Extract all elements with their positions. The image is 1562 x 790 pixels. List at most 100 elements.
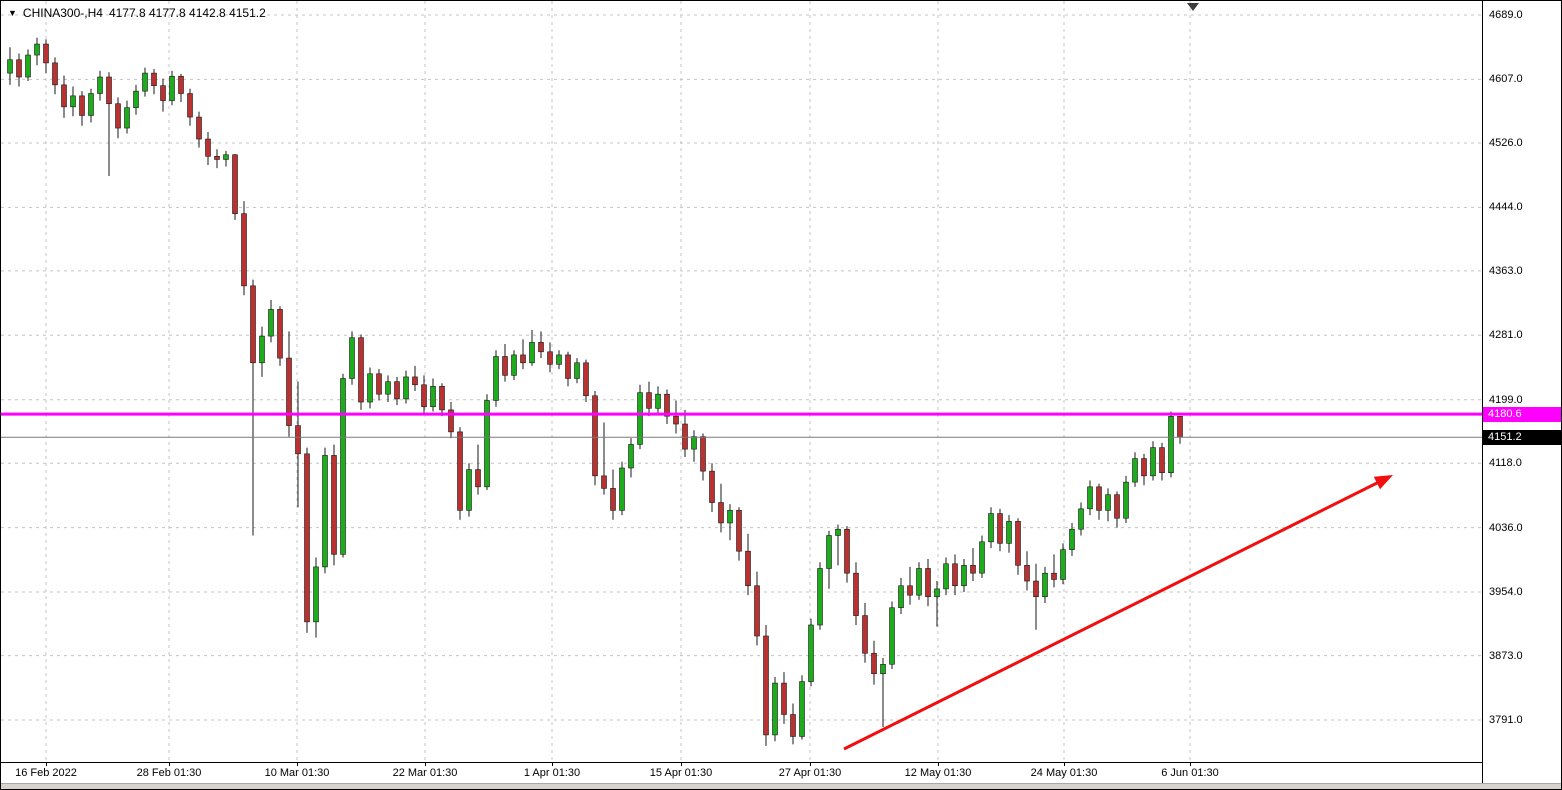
candle-body [331,455,337,555]
symbol-dropdown-icon[interactable]: ▼ [8,7,17,18]
price-tick-label: 3873.0 [1489,649,1523,662]
candle-body [313,566,319,623]
candle-body [178,75,184,94]
time-tick-label: 10 Mar 01:30 [264,767,330,779]
candle-body [7,59,13,74]
candle-body [322,455,328,568]
candle-body [862,615,868,654]
candle-body [637,392,643,445]
candle-body [664,393,670,417]
candle-body [619,467,625,511]
candle-body [1006,521,1012,544]
candle-body [52,62,58,86]
ohlc-values-label: 4177.8 4177.8 4142.8 4151.2 [108,6,266,20]
time-axis-tick [46,763,47,766]
price-tick-label: 4281.0 [1489,329,1523,342]
candle-body [799,681,805,737]
candle-body [565,354,571,379]
candle-body [718,502,724,524]
candle-body [691,436,697,450]
window-bottom-strip [1,783,1561,789]
candle-body [358,337,364,403]
time-axis-tick [552,763,553,766]
candle-body [601,475,607,489]
candle-body [16,59,22,78]
price-tick-label: 4036.0 [1489,521,1523,534]
price-tick-label: 4526.0 [1489,136,1523,149]
candle-body [997,513,1003,544]
chart-shift-marker-icon[interactable] [1187,3,1199,11]
trend-arrow-head[interactable] [1373,475,1393,490]
candle-body [592,395,598,477]
price-tick-label: 3791.0 [1489,714,1523,726]
price-tick-label: 4199.0 [1489,393,1523,406]
candle-body [412,376,418,386]
candle-body [205,138,211,157]
candle-body [952,563,958,587]
trend-arrow-shaft[interactable] [843,479,1382,751]
time-axis-tick [810,763,811,766]
candle-body [421,384,427,408]
candle-body [520,354,526,364]
candle-body [340,378,346,555]
candle-body [349,337,355,379]
current-price-badge: 4151.2 [1483,430,1561,446]
candle-body [610,488,616,511]
symbol-timeframe-label: CHINA300-,H4 [22,6,103,20]
candle-body [547,351,553,365]
candle-body [295,425,301,455]
candle-body [214,156,220,160]
candle-body [925,568,931,598]
candle-body [1141,458,1147,477]
time-scale[interactable]: 16 Feb 2022 28 Feb 01:30 10 Mar 01:30 22 Ma… [1,762,1482,783]
time-tick-label: 1 Apr 01:30 [523,767,581,779]
candle-body [961,565,967,587]
candle-body [259,335,265,364]
chart-canvas[interactable] [1,1,1482,762]
candle-body [493,356,499,401]
candle-body [988,513,994,543]
time-axis-tick [1190,763,1191,766]
candle-body [871,652,877,674]
candle-body [88,93,94,116]
candle-body [187,93,193,118]
candle-body [727,510,733,524]
candle-body [898,585,904,609]
time-tick-label: 28 Feb 01:30 [136,767,202,779]
candle-body [34,43,40,56]
candle-body [1096,486,1102,511]
candle-body [1150,447,1156,477]
price-scale[interactable]: 4180.6 4151.2 4689.0 4607.0 4526.0 4444.0 43… [1482,1,1561,783]
time-axis-tick [297,763,298,766]
candlestick-chart[interactable] [1,1,1482,762]
candle-body [889,607,895,665]
candle-body [1132,458,1138,483]
candle-body [1069,528,1075,550]
candle-body [736,510,742,552]
time-tick-label: 6 Jun 01:30 [1161,767,1219,779]
candle-body [745,550,751,587]
candle-body [403,376,409,400]
candle-body [385,381,391,395]
candle-body [250,285,256,364]
candle-body [1042,572,1048,598]
candle-body [151,72,157,86]
candle-body [853,572,859,616]
candle-body [169,75,175,101]
candle-body [817,568,823,626]
candle-body [115,103,121,129]
grid-layer [1,1,1482,762]
time-tick-label: 15 Apr 01:30 [649,767,713,779]
candle-body [1168,416,1174,474]
trend-arrow-object[interactable] [843,475,1393,751]
price-tick-label: 4689.0 [1489,9,1523,21]
price-tick-label: 4607.0 [1489,73,1523,86]
candle-body [790,714,796,737]
candle-body [1123,481,1129,519]
candle-body [448,409,454,433]
candle-body [556,354,562,365]
candle-body [475,469,481,488]
time-axis-tick [681,763,682,766]
candle-body [484,400,490,488]
